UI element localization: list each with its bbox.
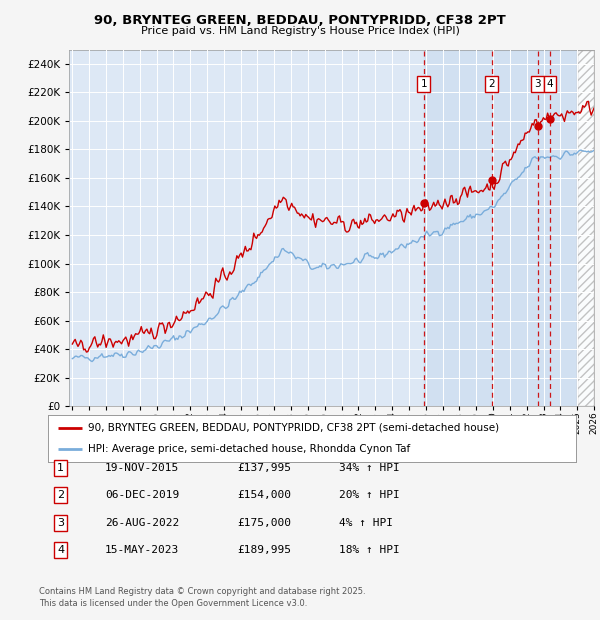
Text: 3: 3: [535, 79, 541, 89]
Text: 2: 2: [57, 490, 64, 500]
Text: HPI: Average price, semi-detached house, Rhondda Cynon Taf: HPI: Average price, semi-detached house,…: [88, 445, 410, 454]
Text: £137,995: £137,995: [237, 463, 291, 473]
Text: £154,000: £154,000: [237, 490, 291, 500]
Text: 4: 4: [57, 545, 64, 555]
Text: £175,000: £175,000: [237, 518, 291, 528]
Text: This data is licensed under the Open Government Licence v3.0.: This data is licensed under the Open Gov…: [39, 598, 307, 608]
Text: 4: 4: [547, 79, 553, 89]
Text: 90, BRYNTEG GREEN, BEDDAU, PONTYPRIDD, CF38 2PT: 90, BRYNTEG GREEN, BEDDAU, PONTYPRIDD, C…: [94, 14, 506, 27]
Text: 3: 3: [57, 518, 64, 528]
Text: £189,995: £189,995: [237, 545, 291, 555]
Text: 06-DEC-2019: 06-DEC-2019: [105, 490, 179, 500]
Text: Contains HM Land Registry data © Crown copyright and database right 2025.: Contains HM Land Registry data © Crown c…: [39, 587, 365, 596]
Bar: [577, 50, 594, 406]
Text: 34% ↑ HPI: 34% ↑ HPI: [339, 463, 400, 473]
Bar: [424, 50, 577, 406]
Text: 1: 1: [57, 463, 64, 473]
Text: 90, BRYNTEG GREEN, BEDDAU, PONTYPRIDD, CF38 2PT (semi-detached house): 90, BRYNTEG GREEN, BEDDAU, PONTYPRIDD, C…: [88, 423, 499, 433]
Text: 20% ↑ HPI: 20% ↑ HPI: [339, 490, 400, 500]
Text: 1: 1: [421, 79, 427, 89]
Text: 19-NOV-2015: 19-NOV-2015: [105, 463, 179, 473]
Text: Price paid vs. HM Land Registry's House Price Index (HPI): Price paid vs. HM Land Registry's House …: [140, 26, 460, 36]
Text: 2: 2: [488, 79, 495, 89]
Text: 18% ↑ HPI: 18% ↑ HPI: [339, 545, 400, 555]
Text: 26-AUG-2022: 26-AUG-2022: [105, 518, 179, 528]
Text: 15-MAY-2023: 15-MAY-2023: [105, 545, 179, 555]
Text: 4% ↑ HPI: 4% ↑ HPI: [339, 518, 393, 528]
